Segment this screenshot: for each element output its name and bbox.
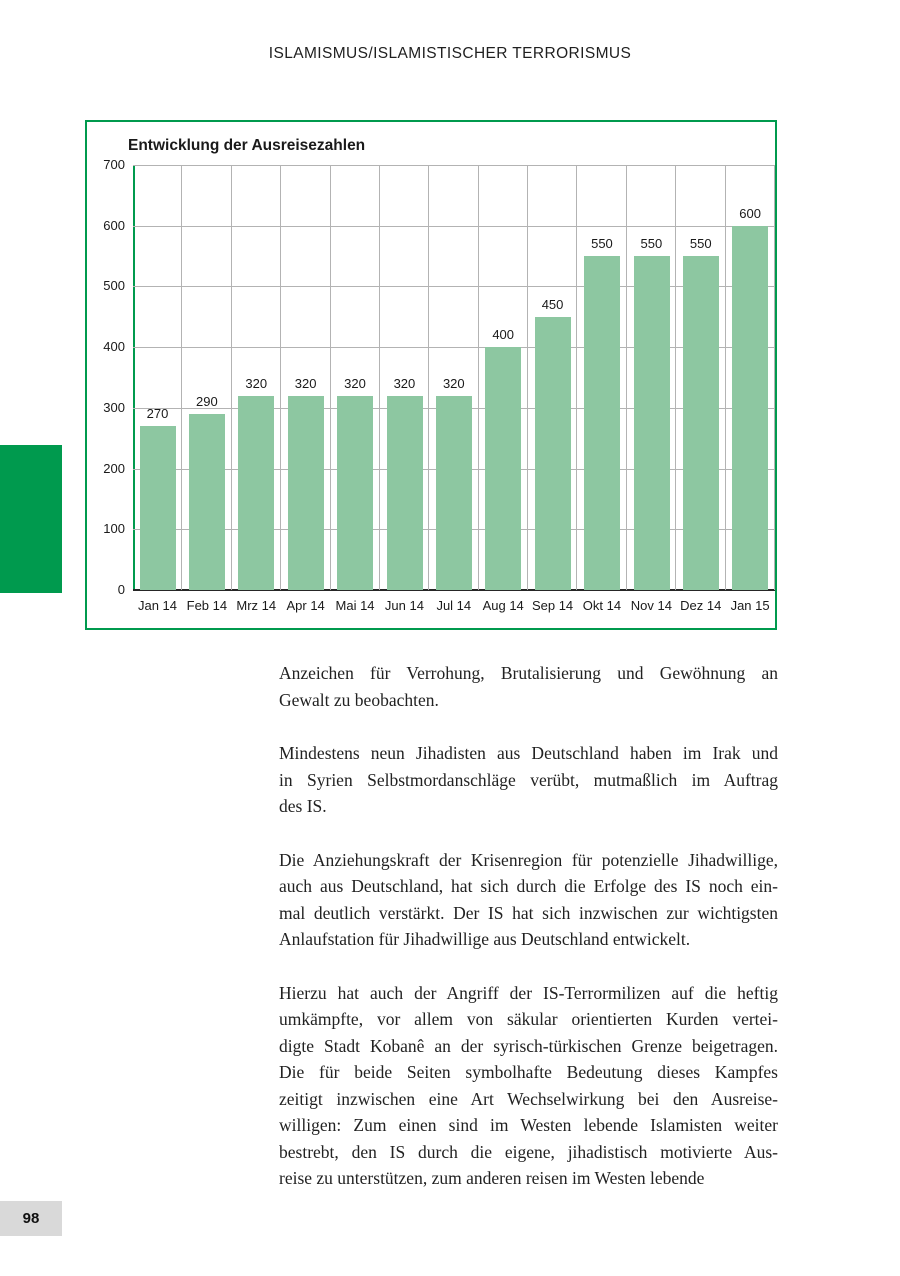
x-tick-label: Mrz 14: [236, 598, 277, 613]
bar-value-label: 320: [442, 375, 465, 391]
paragraph: Die Anziehungskraft der Krisenregion für…: [279, 847, 778, 953]
x-tick-label: Aug 14: [482, 598, 524, 613]
gridline-vertical: [576, 165, 578, 590]
text-line: bestrebt, den IS durch die eigene, jihad…: [279, 1141, 778, 1162]
text-line: Gewalt zu beobachten.: [279, 689, 439, 710]
bar: [139, 426, 176, 590]
page-number: 98: [22, 1210, 40, 1227]
gridline-vertical: [675, 165, 677, 590]
bar: [732, 225, 769, 590]
bar: [189, 413, 226, 590]
bar-value-label: 290: [196, 393, 218, 409]
x-tick-label: Dez 14: [680, 598, 722, 613]
bar-value-label: 550: [689, 236, 712, 252]
x-tick-label: Feb 14: [186, 598, 228, 613]
paragraph: Anzeichen für Verrohung, Brutalisierung …: [279, 660, 778, 713]
text-line: mal deutlich verstärkt. Der IS hat sich …: [279, 902, 778, 923]
bar: [584, 256, 621, 590]
text-line: zeitigt inzwischen eine Art Wechselwirku…: [279, 1088, 778, 1109]
bar: [682, 256, 719, 590]
paragraph: Mindestens neun Jihadisten aus Deutschla…: [279, 740, 778, 820]
x-axis-line: [133, 589, 775, 591]
x-tick-label: Mai 14: [335, 598, 375, 613]
gridline-vertical: [378, 165, 380, 590]
gridline-vertical: [724, 165, 726, 590]
gridline-horizontal: [133, 286, 775, 288]
bar-value-label: 550: [640, 236, 663, 252]
text-line: auch aus Deutschland, hat sich durch die…: [279, 876, 778, 896]
x-tick-label: Sep 14: [531, 598, 574, 613]
gridline-vertical: [428, 165, 430, 590]
bar-value-label: 400: [492, 327, 515, 343]
gridline-horizontal: [133, 165, 775, 166]
text-line: Anzeichen für Verrohung, Brutalisierung …: [279, 663, 778, 683]
y-tick-label: 100: [103, 521, 125, 537]
text-line: Hierzu hat auch der Angriff der IS-Terro…: [279, 982, 778, 1003]
text-line: umkämpfte, vor allem von säkular orienti…: [279, 1009, 778, 1029]
gridline-vertical: [774, 165, 775, 590]
y-tick-label: 700: [103, 157, 125, 172]
bar: [238, 395, 275, 590]
x-tick-label: Jan 15: [730, 598, 770, 613]
gridline-vertical: [477, 165, 479, 590]
x-tick-label: Jul 14: [436, 598, 472, 613]
chart-plot: 270 290 320 320 320 320 320 400 450 550 550 550 600: [133, 165, 775, 591]
text-line: Die für beide Seiten symbolhafte Bedeutu…: [279, 1062, 778, 1082]
bar: [386, 395, 423, 590]
bar: [633, 256, 670, 590]
bar: [287, 395, 324, 590]
chart-title: Entwicklung der Ausreisezahlen: [128, 137, 366, 154]
bar-value-label: 320: [393, 375, 416, 391]
gridline-horizontal: [133, 225, 775, 227]
bar-value-label: 320: [344, 375, 366, 391]
text-line: digte Stadt Kobanê an der syrisch-türkis…: [279, 1035, 778, 1056]
y-tick-label: 400: [103, 339, 125, 355]
y-tick-label: 600: [103, 217, 125, 233]
running-header: ISLAMISMUS/ISLAMISTISCHER TERRORISMUS: [268, 45, 632, 62]
bar-value-label: 600: [739, 205, 761, 221]
bar: [485, 347, 522, 590]
page-number-badge: 98: [0, 1201, 62, 1236]
text-line: des IS.: [279, 796, 327, 816]
y-tick-label: 500: [103, 278, 125, 294]
gridline-vertical: [230, 165, 232, 590]
text-line: Anlaufstation für Jihadwillige aus Deuts…: [279, 929, 691, 949]
section-marker-bar: [0, 445, 62, 593]
bar: [337, 395, 374, 590]
text-line: reise zu unterstützen, zum anderen reise…: [279, 1168, 705, 1188]
gridline-horizontal: [133, 347, 775, 349]
x-tick-label: Okt 14: [582, 598, 622, 613]
bar: [436, 395, 472, 590]
gridline-vertical: [280, 165, 282, 590]
text-line: Die Anziehungskraft der Krisenregion für…: [279, 849, 778, 870]
gridline-vertical: [527, 165, 529, 590]
gridline-vertical: [625, 165, 627, 590]
gridline-vertical: [181, 165, 183, 590]
body-text: Anzeichen für Verrohung, Brutalisierung …: [279, 660, 778, 1219]
paragraph: Hierzu hat auch der Angriff der IS-Terro…: [279, 980, 778, 1192]
y-tick-label: 0: [117, 582, 125, 597]
y-tick-label: 200: [103, 460, 125, 476]
chart-panel: Entwicklung der Ausreisezahlen 0 100 200 30…: [85, 120, 777, 630]
bar: [534, 316, 571, 590]
text-line: in Syrien Selbstmordanschläge verübt, mu…: [279, 769, 778, 790]
y-axis-line: [133, 165, 135, 590]
x-tick-label: Jan 14: [137, 598, 178, 613]
x-tick-label: Jun 14: [384, 598, 424, 613]
bar-value-label: 320: [294, 375, 317, 391]
text-line: willigen: Zum einen sind im Westen leben…: [279, 1115, 778, 1135]
bar-value-label: 550: [591, 236, 613, 252]
bar-value-label: 320: [245, 375, 268, 391]
x-tick-label: Nov 14: [630, 598, 672, 613]
y-tick-label: 300: [103, 399, 125, 415]
gridline-vertical: [329, 165, 331, 590]
x-tick-label: Apr 14: [286, 598, 325, 613]
bar-value-label: 450: [541, 296, 564, 312]
text-line: Mindestens neun Jihadisten aus Deutschla…: [279, 743, 778, 763]
bar-value-label: 270: [146, 406, 169, 422]
